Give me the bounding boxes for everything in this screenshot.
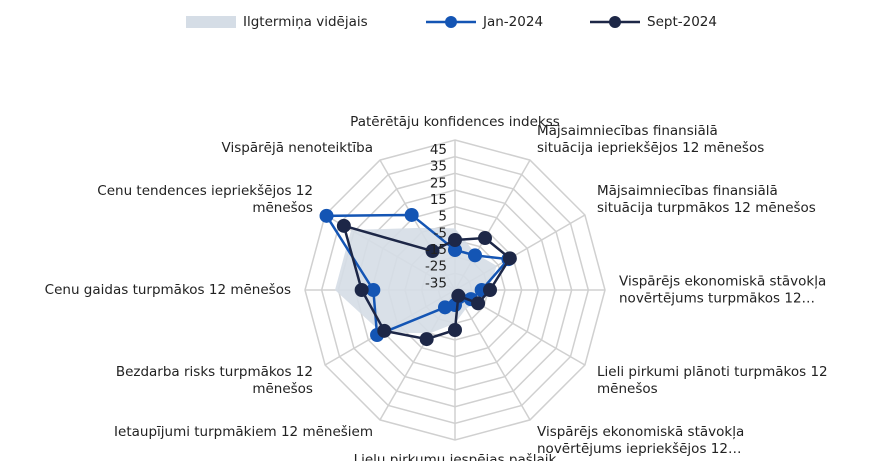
tick-label: -25	[425, 259, 447, 275]
marker	[451, 288, 466, 303]
legend-marker	[445, 16, 457, 28]
label-line: situācija turpmākos 12 mēnešos	[597, 200, 816, 216]
label-line: novērtējums iepriekšējos 12…	[537, 441, 741, 457]
marker	[448, 243, 462, 257]
marker	[438, 300, 452, 315]
tick-label: 5	[438, 209, 447, 225]
marker	[448, 323, 462, 337]
label-line: Vispārējs ekonomiskā stāvokļa	[537, 424, 744, 440]
label-line: Vispārējs ekonomiskā stāvokļa	[619, 274, 826, 290]
legend-label: Ilgtermiņa vidējais	[243, 14, 368, 30]
marker	[483, 283, 497, 297]
legend-marker	[609, 16, 621, 28]
marker	[471, 296, 486, 311]
label-line: mēnešos	[252, 200, 313, 216]
tick-label: -15	[425, 242, 447, 258]
label-line: Bezdarba risks turpmākos 12	[116, 364, 313, 380]
label-line: novērtējums turpmākos 12…	[619, 291, 815, 307]
label-line: mēnešos	[252, 381, 313, 397]
marker	[319, 208, 334, 223]
label-line: Lieli pirkumi plānoti turpmākos 12	[597, 364, 828, 380]
marker	[502, 251, 517, 266]
tick-label: -35	[425, 275, 447, 291]
category-label: Mājsaimniecības finansiālā situācija turp…	[597, 183, 816, 216]
marker	[468, 248, 482, 263]
tick-label: 25	[430, 175, 447, 191]
label-line: situācija iepriekšējos 12 mēnešos	[537, 140, 764, 156]
category-label: Mājsaimniecības finansiālā situācija iepr…	[537, 123, 764, 156]
category-label: Vispārējs ekonomiskā stāvokļa novērtējums…	[619, 274, 826, 307]
category-label: Vispārējs ekonomiskā stāvokļa novērtējums…	[537, 424, 744, 457]
marker	[404, 207, 419, 222]
marker	[425, 244, 440, 259]
tick-label: 35	[430, 159, 447, 175]
marker	[336, 218, 351, 233]
category-label: Lielu pirkumu iespējas pašlaik	[354, 452, 557, 461]
category-label: Vispārējā nenoteiktība	[222, 140, 373, 156]
category-label: Bezdarba risks turpmākos 12 mēnešos	[116, 364, 313, 397]
label-line: mēnešos	[597, 381, 658, 397]
marker	[377, 323, 392, 338]
label-line: Cenu tendences iepriekšējos 12	[97, 183, 313, 199]
label-line: Mājsaimniecības finansiālā	[597, 183, 778, 199]
tick-label: 15	[430, 192, 447, 208]
category-label: Ietaupījumi turpmākiem 12 mēnešiem	[114, 424, 373, 440]
marker	[419, 332, 434, 347]
legend-swatch	[186, 16, 236, 28]
category-label: Lieli pirkumi plānoti turpmākos 12 mēnešo…	[597, 364, 828, 397]
label-line: Mājsaimniecības finansiālā	[537, 123, 718, 139]
marker	[366, 283, 381, 297]
marker	[448, 233, 462, 247]
legend-label: Sept-2024	[647, 14, 717, 30]
spoke	[454, 289, 531, 421]
category-label: Patērētāju konfidences indekss	[350, 114, 560, 130]
marker	[354, 283, 369, 297]
tick-label: -5	[434, 225, 447, 241]
legend-label: Jan-2024	[482, 14, 543, 30]
marker	[478, 231, 492, 246]
category-label: Cenu gaidas turpmākos 12 mēnešos	[45, 282, 291, 298]
tick-label: 45	[430, 142, 447, 158]
category-label: Cenu tendences iepriekšējos 12 mēnešos	[97, 183, 313, 216]
